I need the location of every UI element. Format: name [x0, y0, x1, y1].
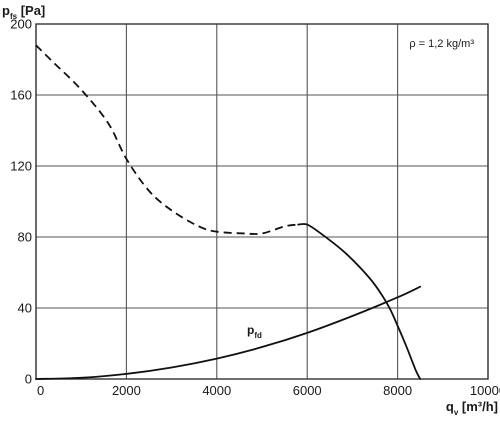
- x-tick-label: 10000: [470, 383, 500, 398]
- series-layer: [35, 44, 422, 380]
- plot-frame: [35, 23, 489, 380]
- series-line-solid: [297, 223, 422, 380]
- x-tick-labels: 0 2000 4000 6000 8000 10000: [37, 383, 500, 398]
- y-tick-label: 0: [25, 372, 32, 387]
- y-tick-label: 160: [10, 88, 32, 103]
- series-line-dashed: [35, 44, 299, 235]
- x-tick-label: 0: [37, 383, 44, 398]
- y-tick-label: 200: [10, 17, 32, 32]
- y-tick-labels: 0 40 80 120 160 200: [10, 17, 32, 387]
- x-axis-title: qv [m³/h]: [446, 399, 498, 417]
- x-tick-label: 6000: [293, 383, 322, 398]
- plot-area: [36, 24, 488, 379]
- density-annotation: ρ = 1,2 kg/m³: [409, 38, 474, 50]
- y-tick-label: 120: [10, 159, 32, 174]
- x-tick-label: 8000: [383, 383, 412, 398]
- x-tick-label: 4000: [202, 383, 231, 398]
- grid: [35, 23, 489, 380]
- x-tick-label: 2000: [112, 383, 141, 398]
- series-line-pfd: [35, 285, 422, 380]
- y-axis-title: pfs [Pa]: [2, 3, 45, 21]
- y-tick-label: 80: [18, 230, 32, 245]
- y-tick-label: 40: [18, 301, 32, 316]
- series-label-pfd: pfd: [247, 323, 262, 340]
